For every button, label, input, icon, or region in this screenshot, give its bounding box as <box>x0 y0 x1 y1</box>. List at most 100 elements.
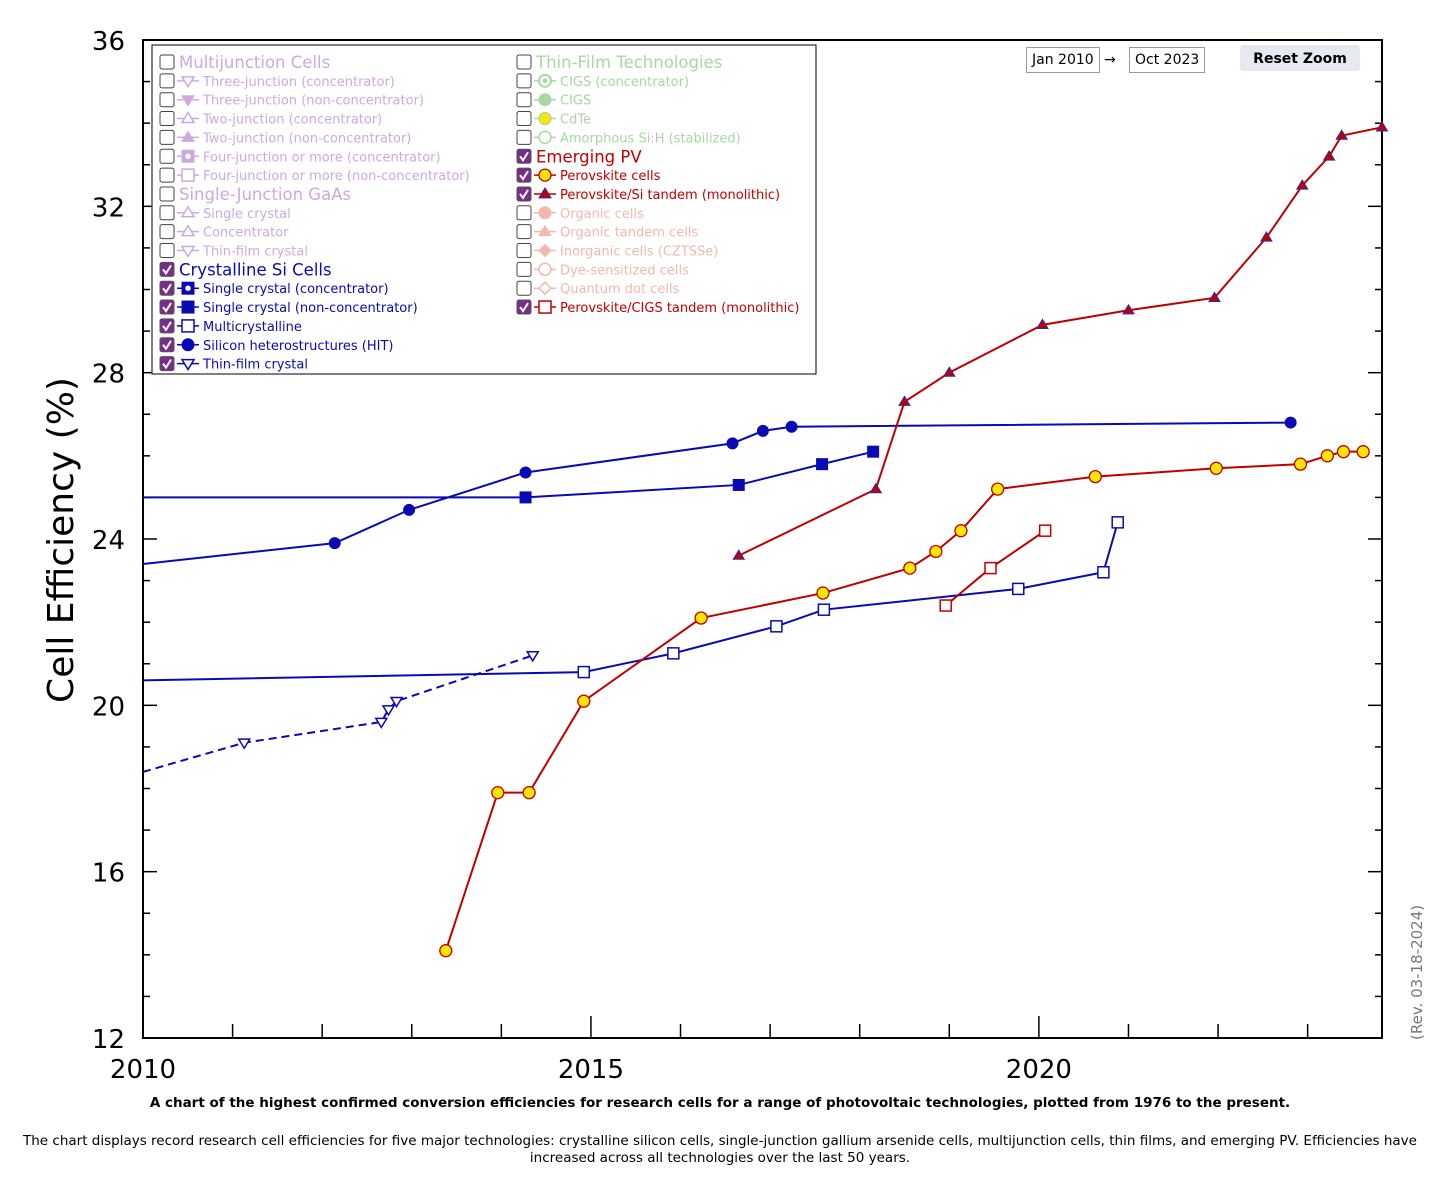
legend-checkbox[interactable] <box>516 111 532 127</box>
legend-label: Three-junction (concentrator) <box>202 75 395 90</box>
legend-item[interactable]: Two-junction (non-concentrator) <box>159 129 411 146</box>
legend-checkbox[interactable] <box>159 205 175 221</box>
legend-item[interactable]: Single crystal (non-concentrator) <box>159 299 418 316</box>
legend-checkbox[interactable] <box>159 73 175 89</box>
legend-checkbox-checked[interactable] <box>159 337 175 353</box>
legend-item[interactable]: Thin-film crystal <box>159 243 308 260</box>
legend-checkbox[interactable] <box>516 261 532 277</box>
zoom-start-date[interactable]: Jan 2010 <box>1026 47 1100 73</box>
legend-checkbox-checked[interactable] <box>516 299 532 315</box>
legend-item[interactable]: Concentrator <box>159 224 289 241</box>
data-point <box>491 786 505 800</box>
legend-item[interactable]: Single-Junction GaAs <box>159 185 351 204</box>
legend-item[interactable]: Thin-film crystal <box>159 356 308 373</box>
series-1 <box>142 516 1124 682</box>
legend-checkbox-checked[interactable] <box>516 148 532 164</box>
legend-item[interactable]: Inorganic cells (CZTSSe) <box>516 243 718 260</box>
legend-label: Silicon heterostructures (HIT) <box>203 339 394 354</box>
legend-item[interactable]: Emerging PV <box>516 147 642 166</box>
zoom-end-date[interactable]: Oct 2023 <box>1129 47 1206 73</box>
data-point <box>1209 461 1223 475</box>
legend-item[interactable]: Four-junction or more (concentrator) <box>159 148 441 165</box>
data-point <box>732 478 745 491</box>
legend-checkbox[interactable] <box>159 243 175 258</box>
legend-checkbox[interactable] <box>516 54 532 70</box>
data-point <box>1335 129 1349 140</box>
legend-item[interactable]: Quantum dot cells <box>516 280 680 297</box>
legend-checkbox[interactable] <box>159 167 175 183</box>
legend-item[interactable]: Multijunction Cells <box>159 53 330 72</box>
legend-checkbox[interactable] <box>159 224 175 240</box>
legend-checkbox[interactable] <box>516 224 532 240</box>
legend-item[interactable]: Multicrystalline <box>159 318 302 335</box>
legend-item[interactable]: Dye-sensitized cells <box>516 261 689 278</box>
legend-checkbox[interactable] <box>159 186 175 202</box>
legend-group-label: Emerging PV <box>536 147 642 166</box>
legend-label: CIGS (concentrator) <box>560 75 689 90</box>
legend-item[interactable]: Three-junction (non-concentrator) <box>159 92 424 109</box>
legend-checkbox[interactable] <box>516 129 532 145</box>
legend-item[interactable]: CdTe <box>516 111 591 128</box>
legend-item[interactable]: Crystalline Si Cells <box>159 260 332 279</box>
legend-item[interactable]: Organic tandem cells <box>516 224 698 241</box>
data-point <box>1320 449 1335 463</box>
legend-marker <box>180 76 196 89</box>
legend-item[interactable]: Amorphous Si:H (stabilized) <box>516 129 741 146</box>
legend-checkbox[interactable] <box>516 92 532 108</box>
data-point <box>1097 566 1110 579</box>
legend-item[interactable]: CIGS <box>516 92 591 109</box>
series-line <box>444 450 1364 951</box>
legend-checkbox[interactable] <box>159 92 175 108</box>
legend-checkbox-checked[interactable] <box>159 261 175 277</box>
legend-item[interactable]: Organic cells <box>516 205 644 222</box>
legend-label: Thin-film crystal <box>202 245 308 260</box>
legend-item[interactable]: Single crystal <box>159 205 291 222</box>
legend-item[interactable]: Two-junction (concentrator) <box>159 111 382 128</box>
legend-checkbox[interactable] <box>516 73 532 89</box>
y-tick-label: 16 <box>92 859 125 889</box>
legend-item[interactable]: Silicon heterostructures (HIT) <box>159 337 394 354</box>
legend-checkbox[interactable] <box>516 205 532 221</box>
legend-label: Multicrystalline <box>203 320 302 335</box>
data-point <box>328 537 341 550</box>
legend-checkbox-checked[interactable] <box>516 167 532 183</box>
data-point <box>519 466 532 479</box>
legend-item[interactable]: Four-junction or more (non-concentrator) <box>159 167 470 184</box>
legend-label: Perovskite/CIGS tandem (monolithic) <box>560 301 799 316</box>
legend-box <box>151 44 817 375</box>
legend-item[interactable]: Perovskite/CIGS tandem (monolithic) <box>516 299 799 316</box>
legend-checkbox-checked[interactable] <box>159 356 175 372</box>
legend-checkbox[interactable] <box>159 148 175 164</box>
legend-item[interactable]: Single crystal (concentrator) <box>159 280 389 297</box>
legend-marker-dot <box>542 78 548 84</box>
legend-marker-dot <box>185 153 191 159</box>
series-0 <box>143 445 880 504</box>
legend-checkbox-checked[interactable] <box>159 280 175 296</box>
legend-marker <box>538 130 552 145</box>
legend-marker <box>538 206 552 220</box>
legend-item[interactable]: Perovskite/Si tandem (monolithic) <box>516 186 780 203</box>
data-point <box>867 445 880 458</box>
legend-checkbox[interactable] <box>516 280 532 296</box>
reset-zoom-button[interactable]: Reset Zoom <box>1240 45 1360 71</box>
legend-item[interactable]: Perovskite cells <box>516 167 661 184</box>
legend-checkbox-checked[interactable] <box>159 299 175 315</box>
legend-item[interactable]: CIGS (concentrator) <box>516 73 689 90</box>
data-point <box>1122 303 1135 315</box>
legend-checkbox[interactable] <box>159 54 175 70</box>
data-point <box>954 524 968 538</box>
y-tick-label: 12 <box>92 1025 125 1055</box>
legend-checkbox-checked[interactable] <box>159 318 175 334</box>
legend-item[interactable]: Three-junction (concentrator) <box>159 73 395 90</box>
legend-checkbox[interactable] <box>159 129 175 145</box>
legend-checkbox[interactable] <box>516 243 532 258</box>
legend-checkbox[interactable] <box>159 111 175 127</box>
caption-title: A chart of the highest confirmed convers… <box>149 1095 1291 1111</box>
data-point <box>237 738 252 750</box>
zoom-arrow: → <box>1104 52 1116 68</box>
y-tick-label: 24 <box>92 526 125 556</box>
legend-checkbox-checked[interactable] <box>516 186 532 202</box>
legend-item[interactable]: Thin-Film Technologies <box>516 53 722 72</box>
legend-marker <box>538 187 552 199</box>
legend-marker <box>180 245 196 258</box>
